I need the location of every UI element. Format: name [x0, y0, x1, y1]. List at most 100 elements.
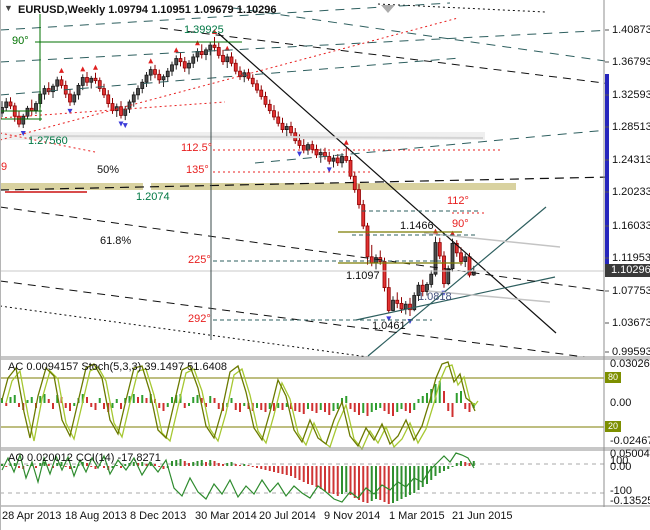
- ao-bar: [60, 462, 63, 466]
- collapse-arrow-icon[interactable]: ▼: [4, 3, 13, 13]
- ac-bar: [13, 395, 16, 403]
- ao-bar: [103, 466, 105, 468]
- candle: [195, 51, 200, 58]
- ac-bar: [137, 397, 139, 403]
- time-axis-label[interactable]: 28 Apr 2013: [2, 510, 62, 522]
- candle: [331, 157, 336, 162]
- ao-bar: [468, 463, 471, 466]
- ao-bar: [273, 466, 275, 472]
- time-axis-label[interactable]: 8 Dec 2013: [130, 510, 187, 522]
- ao-bar: [362, 466, 365, 502]
- trendline: [232, 7, 613, 63]
- candle: [382, 261, 387, 288]
- ac-bar: [81, 394, 84, 403]
- candle: [131, 94, 136, 103]
- ac-bar: [281, 403, 284, 410]
- candle: [229, 56, 234, 64]
- ac-bar: [362, 403, 365, 413]
- ac-bar: [387, 403, 390, 414]
- candle: [395, 299, 400, 304]
- ao-bar: [455, 463, 458, 466]
- scale-highlight-bar: [605, 74, 609, 271]
- ac-bar: [98, 398, 101, 403]
- fractal-up-icon: [343, 139, 349, 145]
- candle: [335, 157, 340, 164]
- candle: [165, 70, 170, 78]
- ao-bar: [277, 466, 280, 473]
- time-axis-label[interactable]: 30 Mar 2014: [195, 510, 257, 522]
- ao-bar: [162, 466, 165, 469]
- ao-bar: [404, 466, 407, 497]
- indicator2-axis-label: 100: [610, 455, 629, 467]
- ac-bar: [18, 403, 20, 407]
- ao-bar: [383, 466, 386, 502]
- time-axis-label[interactable]: 20 Jul 2014: [259, 510, 316, 522]
- time-axis-label[interactable]: 21 Jun 2015: [452, 510, 513, 522]
- ao-bar: [213, 461, 216, 466]
- ac-bar: [464, 403, 467, 409]
- ao-bar: [438, 466, 441, 473]
- ao-bar: [81, 462, 84, 466]
- ao-bar: [205, 462, 207, 466]
- ac-bar: [26, 400, 29, 403]
- ao-bar: [353, 466, 356, 498]
- fractal-up-icon: [148, 58, 154, 64]
- candle: [340, 156, 344, 164]
- ao-bar: [35, 466, 37, 468]
- ao-bar: [13, 463, 16, 466]
- candle: [348, 160, 353, 177]
- ao-bar: [247, 465, 250, 466]
- ac-bar: [115, 399, 118, 403]
- candle: [403, 303, 408, 310]
- candle: [8, 101, 13, 107]
- drag-marker-icon[interactable]: [381, 5, 395, 13]
- time-axis-label[interactable]: 18 Aug 2013: [65, 510, 127, 522]
- candle: [76, 84, 81, 96]
- ao-bar: [111, 466, 114, 468]
- peak-price-label: 1.39925: [184, 24, 224, 36]
- ac-bar: [52, 403, 54, 409]
- ac-bar: [209, 396, 212, 403]
- ac-bar: [273, 403, 275, 411]
- gann-90-right-label: 90°: [452, 218, 469, 230]
- zone-rect: [0, 183, 143, 190]
- fractal-down-icon: [20, 131, 26, 137]
- candle: [272, 110, 276, 118]
- candle: [59, 79, 64, 86]
- ao-bar: [234, 464, 237, 466]
- candle: [208, 44, 213, 51]
- ac-bar: [86, 397, 88, 403]
- candle: [255, 83, 259, 91]
- candle: [174, 58, 179, 66]
- gann-135-label: 135°: [186, 164, 209, 176]
- candle: [276, 116, 281, 124]
- trendline: [0, 2, 451, 31]
- ac-bar: [73, 403, 76, 406]
- time-axis-label[interactable]: 1 Mar 2015: [389, 510, 445, 522]
- fractal-up-icon: [224, 45, 230, 51]
- ac-bar: [319, 403, 322, 410]
- candle: [199, 51, 204, 55]
- time-axis-label[interactable]: 9 Nov 2014: [324, 510, 381, 522]
- ao-bar: [52, 466, 54, 468]
- candle: [55, 79, 60, 87]
- price-axis-label: 1.28513: [612, 121, 650, 133]
- trendline: [377, 3, 546, 13]
- ac-bar: [421, 396, 424, 403]
- trendline: [355, 276, 556, 321]
- ac-bar: [426, 393, 428, 403]
- ao-bar: [366, 466, 369, 503]
- ao-bar: [443, 466, 445, 471]
- ac-bar: [460, 391, 462, 403]
- ao-bar: [145, 464, 148, 466]
- candle: [97, 80, 102, 89]
- ao-bar: [370, 466, 373, 501]
- fractal-up-icon: [173, 47, 179, 53]
- candle: [267, 103, 272, 112]
- ao-bar: [86, 463, 88, 466]
- ac-bar: [192, 397, 195, 403]
- trendline: [0, 17, 459, 141]
- ao-bar: [94, 466, 97, 469]
- fractal-up-icon: [433, 228, 438, 234]
